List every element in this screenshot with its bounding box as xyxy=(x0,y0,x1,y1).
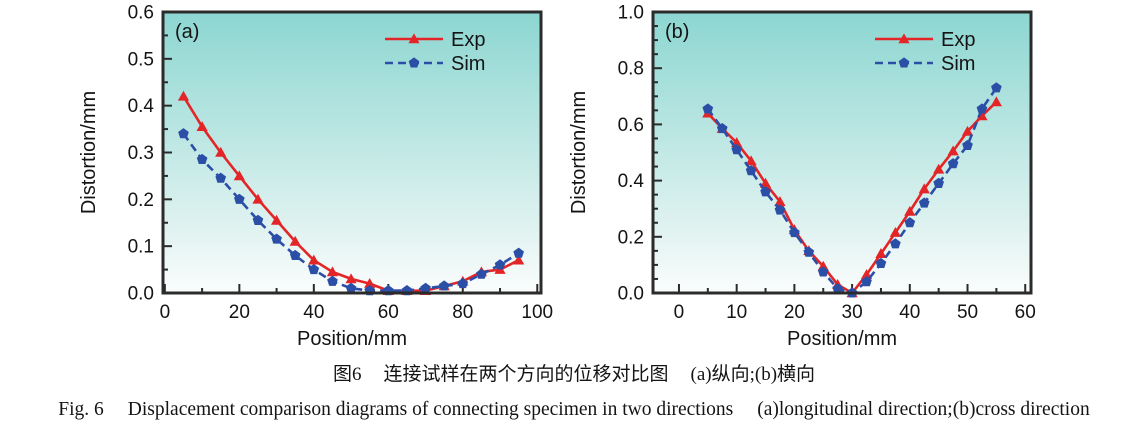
svg-text:1.0: 1.0 xyxy=(618,3,644,24)
svg-text:(b): (b) xyxy=(665,21,689,43)
svg-text:0: 0 xyxy=(160,302,171,323)
svg-text:Exp: Exp xyxy=(941,29,975,51)
svg-text:0.0: 0.0 xyxy=(618,284,644,305)
svg-text:60: 60 xyxy=(378,302,399,323)
svg-text:50: 50 xyxy=(957,302,978,323)
svg-text:0.5: 0.5 xyxy=(128,49,154,70)
caption-en-fig-no: Fig. 6 xyxy=(58,399,104,420)
svg-text:60: 60 xyxy=(1015,302,1036,323)
svg-text:Exp: Exp xyxy=(451,29,485,51)
svg-text:0.1: 0.1 xyxy=(128,237,154,258)
svg-text:Distortion/mm: Distortion/mm xyxy=(568,91,590,214)
chart-a-longitudinal-distortion: 0 20 40 60 80 100 0.0 0.1 0.2 0.3 0.4 0.5 0.6 Positio… xyxy=(78,3,553,351)
caption-chinese: 图6 连接试样在两个方向的位移对比图 (a)纵向;(b)横向 xyxy=(0,364,1148,387)
svg-text:0.6: 0.6 xyxy=(128,3,154,24)
svg-text:(a): (a) xyxy=(175,21,199,43)
svg-text:10: 10 xyxy=(726,302,747,323)
chart-b-cross-distortion: 0 10 20 30 40 50 60 0.0 0.2 0.4 0.6 0.8 1.0 Position/… xyxy=(568,3,1036,351)
svg-text:0.0: 0.0 xyxy=(128,284,154,305)
svg-text:0.4: 0.4 xyxy=(128,96,155,117)
caption-zh-fig-no: 图6 xyxy=(332,364,362,385)
svg-text:0.2: 0.2 xyxy=(128,190,154,211)
svg-text:Sim: Sim xyxy=(941,53,975,75)
svg-text:0: 0 xyxy=(674,302,685,323)
caption-english: Fig. 6 Displacement comparison diagrams … xyxy=(0,398,1148,421)
svg-text:100: 100 xyxy=(521,302,553,323)
svg-text:Sim: Sim xyxy=(451,53,485,75)
svg-text:20: 20 xyxy=(784,302,805,323)
svg-text:0.8: 0.8 xyxy=(618,59,644,80)
svg-text:Position/mm: Position/mm xyxy=(297,328,407,350)
svg-text:Position/mm: Position/mm xyxy=(787,328,897,350)
svg-text:0.4: 0.4 xyxy=(618,171,645,192)
caption-en-title: Displacement comparison diagrams of conn… xyxy=(127,399,734,420)
caption-zh-sub: (a)纵向;(b)横向 xyxy=(690,364,816,385)
svg-text:Distortion/mm: Distortion/mm xyxy=(78,91,100,214)
svg-text:0.3: 0.3 xyxy=(128,143,154,164)
caption-en-sub: (a)longitudinal direction;(b)cross direc… xyxy=(757,399,1090,420)
svg-text:40: 40 xyxy=(303,302,324,323)
caption-zh-title: 连接试样在两个方向的位移对比图 xyxy=(383,364,669,385)
svg-text:80: 80 xyxy=(452,302,473,323)
svg-text:20: 20 xyxy=(229,302,250,323)
svg-text:0.6: 0.6 xyxy=(618,115,644,136)
svg-text:40: 40 xyxy=(899,302,920,323)
svg-text:0.2: 0.2 xyxy=(618,227,644,248)
svg-text:30: 30 xyxy=(842,302,863,323)
